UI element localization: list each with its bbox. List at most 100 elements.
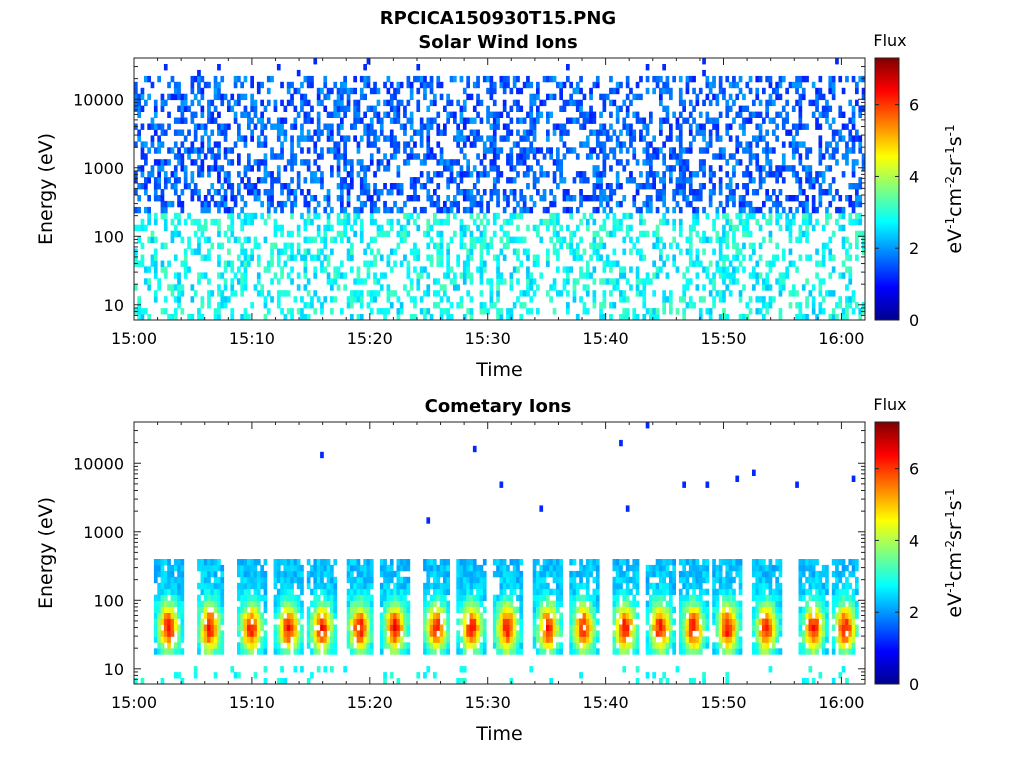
heatmap-cell	[562, 153, 567, 160]
heatmap-cell	[446, 648, 450, 655]
heatmap-cell	[350, 630, 354, 637]
heatmap-cell	[446, 248, 450, 255]
heatmap-cell	[383, 672, 387, 679]
heatmap-cell	[778, 224, 783, 232]
heatmap-cell	[805, 212, 809, 220]
heatmap-cell	[433, 630, 437, 637]
heatmap-cell	[712, 278, 716, 285]
heatmap-cell	[845, 308, 849, 315]
heatmap-cell	[170, 576, 175, 584]
heatmap-cell	[685, 177, 690, 184]
heatmap-cell	[207, 630, 211, 637]
heatmap-cell	[363, 93, 367, 101]
heatmap-cell	[522, 147, 527, 154]
heatmap-cell	[672, 254, 676, 261]
heatmap-cell	[423, 600, 427, 607]
heatmap-cell	[293, 618, 298, 625]
heatmap-cell	[416, 99, 421, 107]
heatmap-cell	[260, 564, 264, 572]
heatmap-cell	[642, 290, 647, 297]
heatmap-cell	[825, 218, 829, 226]
heatmap-cell	[449, 177, 454, 184]
heatmap-cell	[605, 200, 610, 208]
heatmap-cell	[330, 147, 334, 154]
heatmap-cell	[625, 75, 630, 83]
heatmap-cell	[742, 218, 746, 226]
heatmap-cell	[625, 224, 630, 232]
heatmap-cell	[595, 242, 600, 249]
heatmap-cell	[775, 218, 779, 226]
heatmap-cell	[768, 75, 773, 83]
heatmap-cell	[173, 576, 178, 584]
heatmap-cell	[396, 147, 401, 154]
heatmap-cell	[552, 129, 557, 136]
heatmap-cell	[396, 612, 401, 619]
heatmap-cell	[781, 105, 786, 112]
heatmap-cell	[516, 266, 520, 273]
heatmap-cell	[200, 588, 205, 596]
heatmap-cell	[472, 642, 477, 649]
heatmap-cell	[765, 284, 769, 291]
heatmap-cell	[399, 123, 404, 130]
heatmap-cell	[340, 117, 344, 124]
heatmap-cell	[200, 314, 205, 321]
heatmap-cell	[821, 278, 826, 285]
heatmap-cell	[170, 630, 175, 637]
heatmap-cell	[765, 153, 769, 160]
heatmap-cell	[203, 129, 208, 136]
heatmap-cell	[303, 260, 308, 267]
heatmap-cell	[436, 123, 441, 130]
heatmap-cell	[805, 171, 809, 178]
heatmap-cell	[443, 290, 447, 297]
heatmap-cell	[479, 624, 484, 631]
heatmap-cell	[153, 594, 158, 602]
heatmap-cell	[688, 189, 693, 196]
heatmap-cell	[585, 177, 590, 184]
heatmap-cell	[492, 636, 497, 643]
heatmap-cell	[276, 570, 281, 578]
heatmap-cell	[190, 159, 195, 166]
heatmap-cell	[340, 206, 344, 214]
heatmap-cell	[419, 296, 424, 303]
heatmap-cell	[472, 135, 477, 142]
heatmap-cell	[698, 236, 703, 243]
heatmap-cell	[575, 278, 580, 285]
heatmap-cell	[406, 576, 411, 584]
heatmap-cell	[389, 218, 394, 226]
heatmap-cell	[426, 171, 431, 178]
heatmap-cell	[496, 606, 500, 613]
heatmap-cell	[492, 254, 497, 261]
heatmap-cell	[356, 612, 361, 619]
heatmap-cell	[393, 260, 397, 267]
heatmap-cell	[366, 570, 371, 578]
heatmap-cell	[502, 123, 507, 130]
heatmap-cell	[688, 141, 693, 148]
heatmap-cell	[798, 75, 803, 83]
heatmap-cell	[492, 212, 497, 220]
heatmap-cell	[153, 195, 158, 202]
heatmap-cell	[469, 314, 474, 321]
heatmap-cell	[499, 224, 504, 232]
heatmap-cell	[359, 224, 364, 232]
heatmap-cell	[386, 260, 391, 267]
heatmap-cell	[379, 618, 384, 625]
heatmap-cell	[519, 212, 524, 220]
heatmap-cell	[675, 189, 680, 196]
heatmap-cell	[519, 105, 524, 112]
heatmap-cell	[768, 99, 773, 107]
heatmap-cell	[821, 260, 826, 267]
heatmap-cell	[260, 618, 264, 625]
heatmap-cell	[386, 588, 391, 596]
heatmap-cell	[379, 636, 384, 643]
heatmap-cell	[512, 564, 517, 572]
heatmap-cell	[369, 248, 374, 255]
heatmap-cell	[429, 618, 434, 625]
heatmap-cell	[622, 165, 627, 172]
heatmap-cell	[253, 642, 258, 649]
heatmap-cell	[566, 195, 570, 202]
heatmap-cell	[772, 260, 776, 267]
heatmap-cell	[140, 93, 145, 101]
heatmap-cell	[446, 606, 450, 613]
heatmap-cell	[748, 111, 753, 118]
heatmap-cell	[280, 266, 284, 273]
